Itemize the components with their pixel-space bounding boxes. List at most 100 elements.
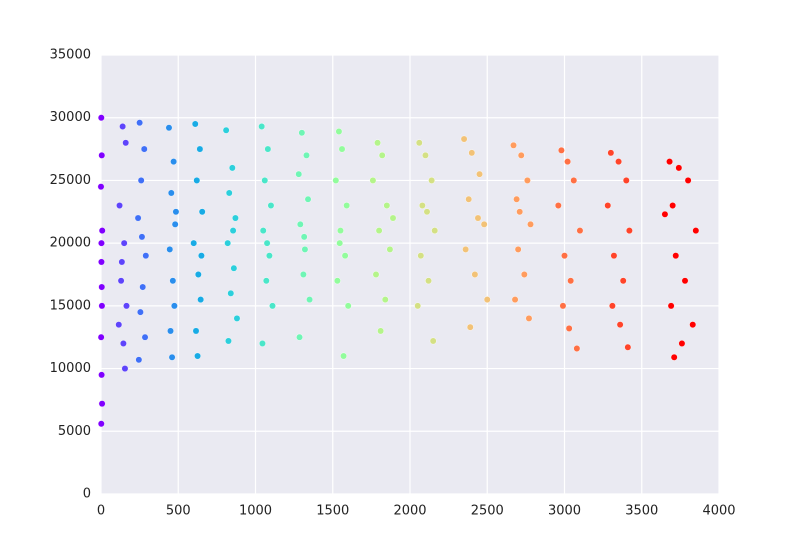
- point: [233, 314, 241, 322]
- point: [684, 177, 692, 184]
- x-tick-label: 1000: [239, 504, 272, 519]
- point: [115, 321, 123, 329]
- point: [295, 170, 303, 178]
- point: [471, 271, 479, 278]
- point: [610, 252, 618, 260]
- point: [196, 145, 204, 153]
- point: [344, 302, 352, 310]
- point: [197, 296, 205, 303]
- point: [304, 195, 312, 203]
- x-tick-label: 2000: [393, 504, 426, 519]
- point: [98, 283, 106, 291]
- point: [428, 177, 436, 184]
- point: [264, 145, 272, 153]
- point: [332, 177, 340, 184]
- point: [229, 227, 237, 235]
- point: [120, 340, 127, 347]
- point: [225, 337, 232, 345]
- point: [335, 128, 343, 135]
- point: [381, 296, 389, 303]
- point: [259, 227, 267, 235]
- point: [172, 208, 180, 216]
- point: [171, 220, 179, 228]
- y-tick-label: 5000: [58, 424, 91, 439]
- point: [296, 220, 304, 228]
- point: [138, 233, 146, 241]
- point: [97, 420, 105, 428]
- point: [483, 296, 491, 303]
- point: [559, 302, 567, 310]
- point: [118, 258, 126, 266]
- point: [615, 158, 622, 166]
- point: [97, 183, 105, 191]
- point: [604, 202, 612, 209]
- point: [269, 302, 276, 310]
- y-tick-label: 20000: [50, 236, 91, 251]
- point: [564, 158, 571, 166]
- point: [166, 246, 174, 253]
- point: [511, 296, 519, 303]
- point: [98, 400, 106, 408]
- point: [672, 252, 680, 260]
- point: [616, 321, 624, 329]
- point: [369, 177, 377, 184]
- point: [431, 227, 439, 235]
- point: [681, 277, 689, 285]
- point: [607, 149, 615, 157]
- y-tick-label: 0: [83, 487, 91, 502]
- point: [460, 135, 468, 143]
- point: [136, 119, 144, 127]
- point: [667, 302, 675, 310]
- point: [622, 177, 630, 184]
- point: [429, 337, 437, 345]
- point: [527, 220, 534, 228]
- point: [170, 158, 178, 166]
- point: [336, 239, 344, 247]
- point: [337, 227, 344, 235]
- point: [262, 277, 270, 285]
- point: [514, 246, 522, 253]
- point: [608, 302, 616, 310]
- x-tick-label: 500: [166, 504, 191, 519]
- point: [375, 227, 383, 235]
- point: [462, 246, 470, 253]
- point: [136, 308, 144, 316]
- point: [554, 202, 562, 209]
- point: [120, 239, 128, 247]
- point: [389, 214, 397, 222]
- point: [168, 353, 176, 361]
- point: [524, 177, 531, 184]
- point: [298, 129, 306, 137]
- point: [619, 277, 627, 285]
- point: [117, 277, 125, 285]
- point: [228, 164, 236, 172]
- point: [386, 246, 394, 253]
- point: [692, 227, 700, 235]
- point: [123, 302, 130, 310]
- point: [122, 139, 130, 147]
- point: [170, 302, 178, 310]
- point: [561, 252, 568, 260]
- point: [116, 202, 123, 209]
- point: [98, 371, 106, 379]
- point: [139, 283, 147, 291]
- point: [98, 227, 106, 235]
- point: [191, 120, 199, 128]
- point: [558, 146, 565, 154]
- point: [666, 158, 673, 166]
- point: [266, 252, 273, 260]
- point: [97, 114, 105, 122]
- point: [414, 302, 422, 310]
- point: [573, 345, 581, 352]
- point: [516, 208, 524, 216]
- point: [340, 352, 347, 360]
- point: [517, 151, 525, 159]
- x-tick-label: 2500: [471, 504, 504, 519]
- point: [383, 202, 391, 209]
- point: [306, 296, 313, 303]
- point: [198, 208, 206, 216]
- point: [227, 289, 235, 297]
- y-tick-label: 25000: [50, 173, 91, 188]
